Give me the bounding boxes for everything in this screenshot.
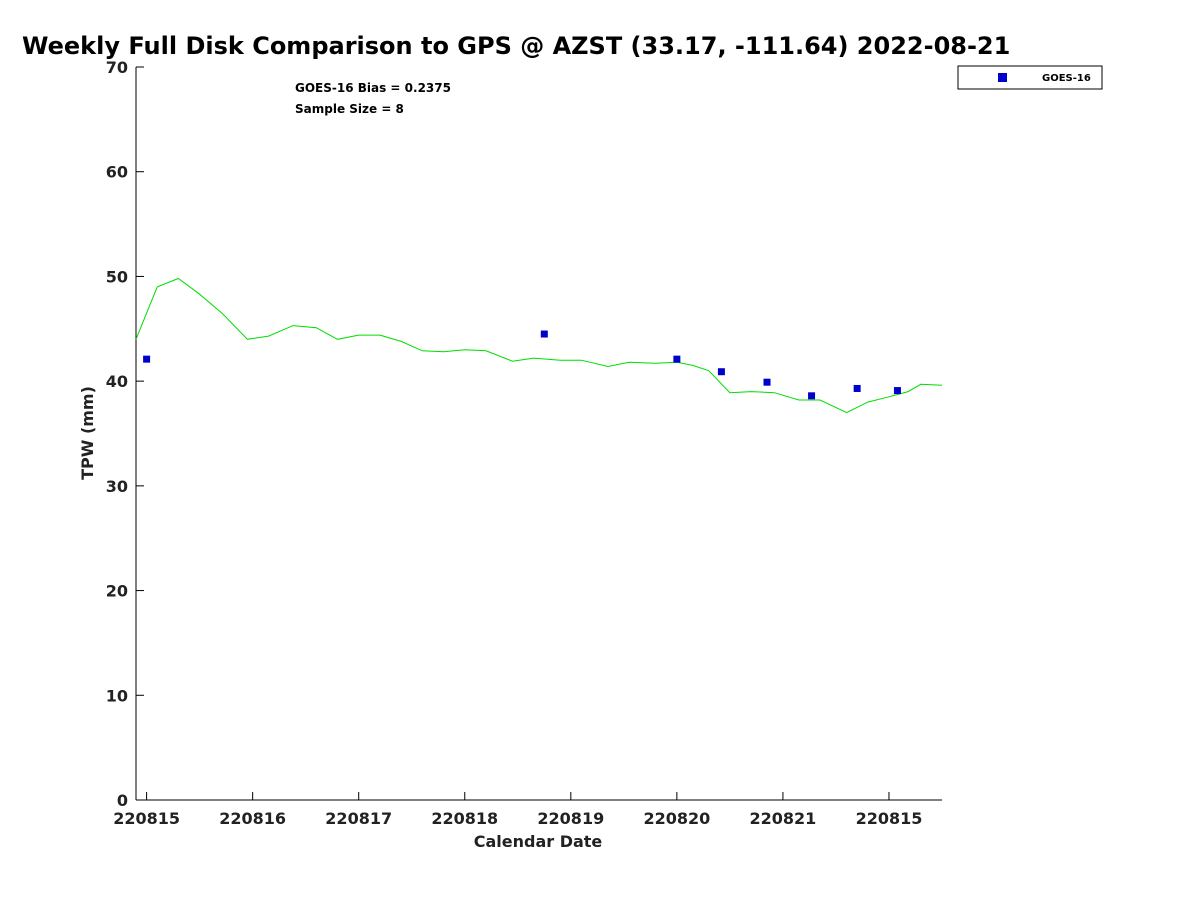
legend-box xyxy=(957,65,1103,90)
legend: GOES-16 xyxy=(957,65,1103,90)
x-tick-label: 220818 xyxy=(431,809,498,828)
sample-size-annotation: Sample Size = 8 xyxy=(295,102,404,116)
series-layer xyxy=(135,277,943,414)
y-tick-label: 20 xyxy=(106,582,128,601)
x-ticks: 220815 220816 220817 220818 220819 220820 2208… xyxy=(113,792,922,828)
goes-16-point xyxy=(893,387,901,395)
y-tick-label: 0 xyxy=(117,791,128,810)
x-tick-label: 220821 xyxy=(750,809,817,828)
y-ticks: 0 10 20 30 40 50 60 70 xyxy=(106,58,144,810)
goes-16-point xyxy=(808,392,816,400)
y-axis-label: TPW (mm) xyxy=(78,386,97,480)
y-tick-label: 10 xyxy=(106,686,128,705)
y-tick-label: 40 xyxy=(106,372,128,391)
y-tick-label: 30 xyxy=(106,477,128,496)
bias-annotation: GOES-16 Bias = 0.2375 xyxy=(295,81,451,95)
x-tick-label: 220817 xyxy=(325,809,392,828)
legend-label-goes-16: GOES-16 xyxy=(1042,73,1091,84)
x-tick-label: 220815 xyxy=(856,809,923,828)
goes-16-point xyxy=(717,368,725,376)
goes-16-point xyxy=(853,384,861,392)
x-tick-label: 220816 xyxy=(219,809,286,828)
chart-title: Weekly Full Disk Comparison to GPS @ AZS… xyxy=(22,32,1010,60)
y-tick-label: 60 xyxy=(106,163,128,182)
x-tick-label: 220815 xyxy=(113,809,180,828)
goes-16-point xyxy=(673,355,681,363)
goes-16-point xyxy=(540,330,548,338)
gps-tpw-line xyxy=(135,277,943,414)
y-tick-label: 50 xyxy=(106,267,128,286)
x-tick-label: 220820 xyxy=(643,809,710,828)
x-tick-label: 220819 xyxy=(537,809,604,828)
x-axis-label: Calendar Date xyxy=(474,832,603,851)
y-tick-label: 70 xyxy=(106,58,128,77)
plot-area: 0 10 20 30 40 50 60 70 220815 220816 220817 220818… xyxy=(106,58,943,828)
legend-marker-goes-16 xyxy=(998,73,1007,82)
goes-16-point xyxy=(763,378,771,386)
goes-16-point xyxy=(143,355,151,363)
